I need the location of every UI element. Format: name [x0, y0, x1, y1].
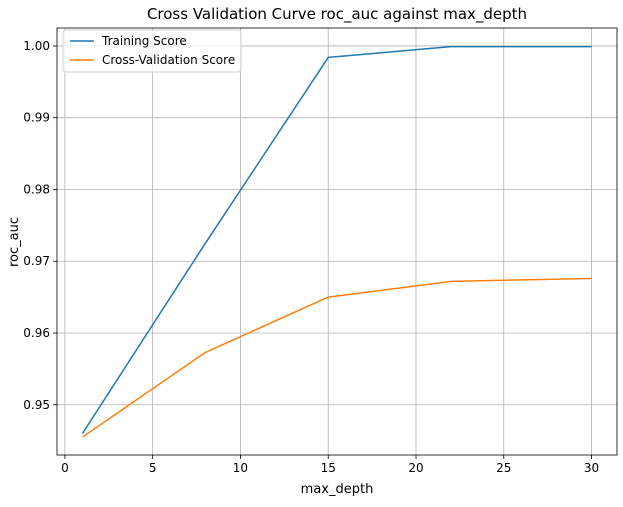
x-tick-label: 20 — [408, 461, 423, 475]
legend: Training Score Cross-Validation Score — [63, 30, 241, 72]
legend-label-training-score: Training Score — [101, 34, 187, 48]
x-tick-label: 15 — [321, 461, 336, 475]
y-tick-label: 1.00 — [23, 39, 50, 53]
x-tick-label: 10 — [233, 461, 248, 475]
y-tick-label: 0.99 — [23, 111, 50, 125]
y-tick-label: 0.96 — [23, 326, 50, 340]
x-axis-label: max_depth — [301, 482, 374, 497]
y-tick-label: 0.97 — [23, 254, 50, 268]
x-tick-label: 5 — [149, 461, 157, 475]
legend-label-cross-validation-score: Cross-Validation Score — [102, 53, 235, 67]
y-tick-label: 0.95 — [23, 398, 50, 412]
y-tick-label: 0.98 — [23, 182, 50, 196]
x-tick-label: 25 — [496, 461, 511, 475]
x-tick-label: 30 — [584, 461, 599, 475]
chart-title: Cross Validation Curve roc_auc against m… — [147, 5, 527, 24]
y-axis-label: roc_auc — [7, 217, 22, 267]
x-tick-label: 0 — [61, 461, 69, 475]
